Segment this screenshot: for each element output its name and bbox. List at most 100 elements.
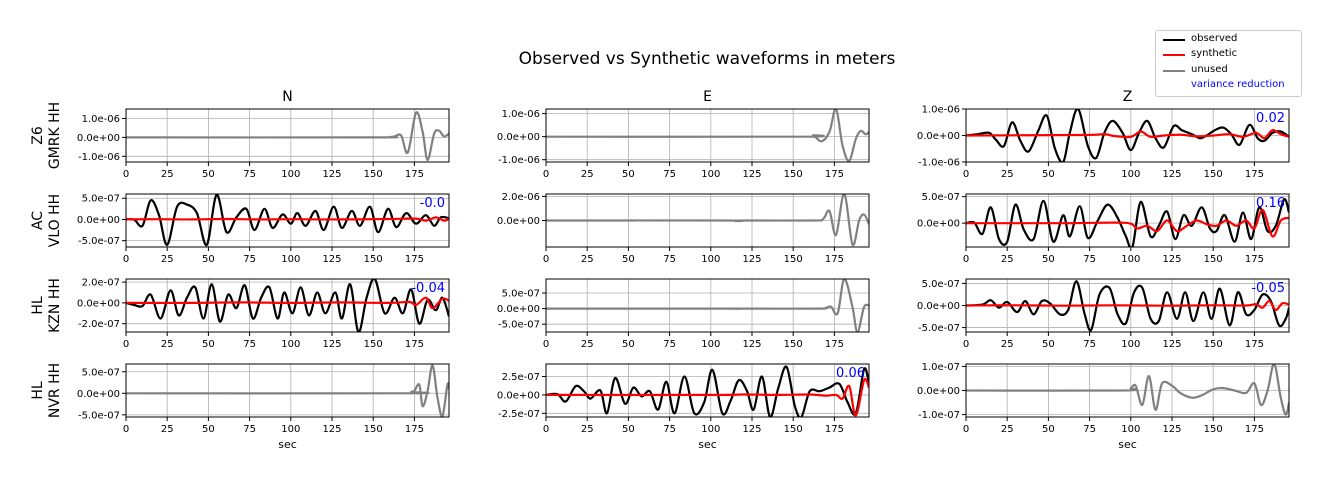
y-tick-label: 5.0e-07 [922, 192, 960, 203]
x-tick-label: 175 [825, 424, 844, 435]
x-tick-label: 125 [322, 169, 341, 180]
x-tick-label: 50 [1042, 424, 1055, 435]
observed-trace [546, 365, 869, 417]
synthetic-trace [966, 300, 1289, 311]
y-tick-label: 5.0e-07 [502, 289, 540, 300]
x-tick-label: 125 [742, 254, 761, 265]
observed-trace [126, 194, 449, 247]
axes-frame [545, 108, 870, 163]
x-tick-label: 50 [622, 339, 635, 350]
y-tick-label: 0.0e+00 [917, 301, 960, 312]
y-tick-label: 0.0e+00 [77, 389, 120, 400]
legend-item-variance-reduction: variance reduction [1156, 79, 1301, 93]
x-tick-label: 25 [161, 254, 174, 265]
x-tick-label: 150 [784, 424, 803, 435]
row-label-station: GMRK HH [47, 102, 63, 169]
x-tick-label: 175 [1245, 254, 1264, 265]
unused-trace [126, 364, 449, 417]
panel-vlo-z: 5.0e-07 0.0e+00 0 25 50 75 100 125 150 175 0.16 [917, 192, 1290, 265]
x-axis-label: sec [698, 438, 717, 451]
row-label-station: VLO HH [47, 194, 63, 247]
y-tick-label: 2.5e-07 [502, 372, 540, 383]
observed-trace [966, 198, 1289, 247]
x-axis-label: sec [278, 438, 297, 451]
y-tick-label: 1.0e-06 [922, 105, 960, 116]
x-tick-label: 25 [1001, 254, 1014, 265]
x-tick-label: 150 [784, 169, 803, 180]
x-tick-label: 75 [663, 424, 676, 435]
variance-reduction-label: 0.06 [836, 366, 865, 381]
x-tick-label: 125 [1162, 424, 1181, 435]
panel-vlo-n: 5.0e-07 0.0e+00 -5.0e-070 25 50 75 100 125 150 17… [77, 193, 450, 265]
y-tick-label: 0.0e+00 [497, 216, 540, 227]
row-label-network: Z6 [30, 126, 46, 145]
legend: observed synthetic unused variance reduc… [1155, 30, 1302, 97]
x-tick-label: 100 [1121, 339, 1140, 350]
row-label-station: KZN HH [47, 278, 63, 333]
x-tick-label: 100 [701, 339, 720, 350]
x-tick-label: 0 [963, 424, 969, 435]
y-tick-label: -5.0e-07 [498, 320, 540, 331]
x-tick-label: 50 [1042, 169, 1055, 180]
x-tick-label: 75 [663, 169, 676, 180]
y-tick-label: 0.0e+00 [77, 298, 120, 309]
x-tick-label: 100 [1121, 424, 1140, 435]
unused-trace [546, 109, 869, 162]
x-tick-label: 25 [1001, 169, 1014, 180]
panel-gmrk-n: 1.0e-06 0.0e+00 -1.0e-060 25 50 75 100 125 150 17… [77, 108, 450, 180]
y-tick-label: 2.0e-07 [82, 278, 120, 289]
x-tick-label: 25 [161, 339, 174, 350]
y-tick-label: -2.0e-07 [78, 319, 120, 330]
x-tick-label: 100 [281, 169, 300, 180]
x-tick-label: 75 [1083, 339, 1096, 350]
panel-nvr-e: 2.5e-07 0.0e+00 -2.5e-070 25 50 75 100 125 150 17… [497, 363, 870, 451]
x-tick-label: 25 [581, 339, 594, 350]
y-tick-label: 5.0e-07 [922, 279, 960, 290]
x-tick-label: 175 [1245, 339, 1264, 350]
y-tick-label: 5.0e-07 [82, 367, 120, 378]
axes-frame [125, 108, 450, 163]
row-label-network: AC [30, 211, 46, 230]
panel-nvr-z: 1.0e-07 0.0e+00 -1.0e-070 25 50 75 100 125 150 17… [917, 362, 1290, 451]
x-axis-label: sec [1118, 438, 1137, 451]
panel-gmrk-z: 1.0e-06 0.0e+00 -1.0e-060 25 50 75 100 125 150 17… [917, 105, 1290, 180]
x-tick-label: 75 [243, 169, 256, 180]
y-tick-label: 5.0e-07 [82, 194, 120, 205]
legend-item-unused: unused [1156, 64, 1301, 78]
x-tick-label: 25 [161, 169, 174, 180]
legend-label-variance-reduction: variance reduction [1191, 79, 1285, 90]
x-tick-label: 100 [701, 424, 720, 435]
x-tick-label: 175 [1245, 424, 1264, 435]
x-tick-label: 50 [202, 254, 215, 265]
synthetic-swatch [1163, 54, 1185, 56]
column-header-e: E [703, 89, 712, 105]
unused-trace [966, 364, 1289, 416]
x-tick-label: 175 [825, 169, 844, 180]
observed-trace [966, 280, 1289, 332]
x-tick-label: 100 [701, 169, 720, 180]
y-tick-label: 0.0e+00 [77, 133, 120, 144]
panel-gmrk-e: 1.0e-06 0.0e+00 -1.0e-060 25 50 75 100 125 150 17… [497, 108, 870, 180]
column-header-n: N [282, 89, 292, 105]
x-tick-label: 175 [405, 169, 424, 180]
synthetic-trace [126, 216, 449, 222]
observed-trace [966, 109, 1289, 162]
x-tick-label: 150 [1204, 254, 1223, 265]
axes-frame [545, 278, 870, 333]
axes-frame [125, 193, 450, 248]
axes-frame [545, 363, 870, 418]
x-tick-label: 175 [405, 254, 424, 265]
x-tick-label: 175 [405, 339, 424, 350]
x-tick-label: 50 [622, 254, 635, 265]
x-tick-label: 150 [1204, 339, 1223, 350]
legend-item-observed: observed [1156, 33, 1301, 47]
x-tick-label: 175 [405, 424, 424, 435]
y-tick-label: -1.0e-06 [498, 155, 540, 166]
y-tick-label: -5.0e-07 [78, 410, 120, 421]
variance-reduction-label: 0.02 [1256, 111, 1285, 126]
x-tick-label: 125 [322, 254, 341, 265]
y-tick-label: -5.0e-07 [78, 236, 120, 247]
x-tick-label: 50 [1042, 339, 1055, 350]
x-tick-label: 175 [825, 339, 844, 350]
x-tick-label: 50 [1042, 254, 1055, 265]
